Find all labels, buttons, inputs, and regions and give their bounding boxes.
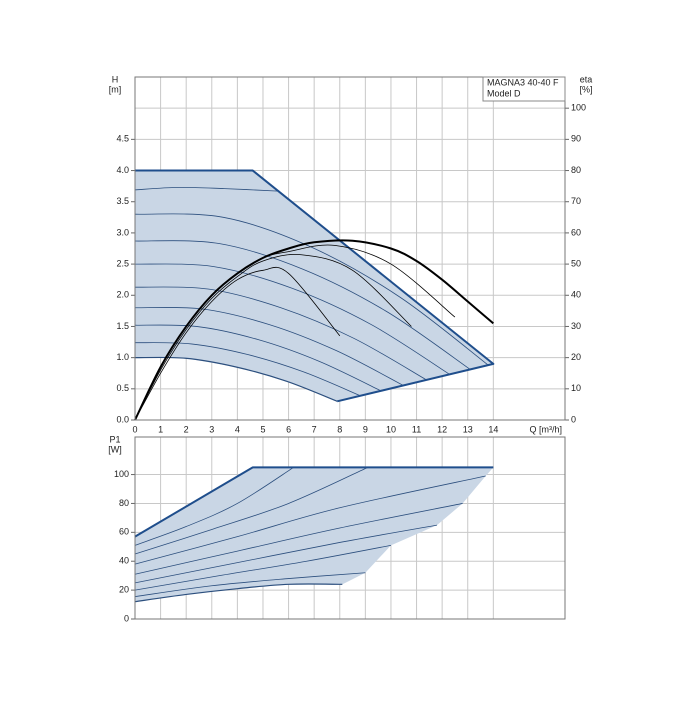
y2-tick-label: 0 [571,414,576,424]
y-tick-label: 1.5 [116,321,129,331]
x-tick-label: 9 [363,424,368,434]
y-axis-label: P1 [109,434,120,444]
y2-axis-label: eta [580,74,593,84]
x-tick-label: 6 [286,424,291,434]
x-tick-label: 2 [184,424,189,434]
y2-tick-label: 10 [571,383,581,393]
curve [134,324,381,392]
curve [134,524,438,584]
y-tick-label: 3.5 [116,196,129,206]
x-tick-label: 8 [337,424,342,434]
x-tick-label: 4 [235,424,240,434]
y-tick-label: 3.0 [116,227,129,237]
curve [134,186,279,192]
x-tick-label: 0 [132,424,137,434]
y-tick-label: 60 [119,527,129,537]
curve [134,286,427,381]
y2-tick-label: 40 [571,290,581,300]
area [135,467,494,602]
x-tick-label: 10 [386,424,396,434]
curve [134,572,366,598]
y-tick-label: 2.5 [116,258,129,268]
chart-title: MAGNA3 40-40 F [487,77,559,87]
y-tick-label: 0 [124,613,129,623]
curve [134,356,338,402]
efficiency-curve [134,266,341,421]
y-tick-label: 100 [114,469,129,479]
y-tick-label: 4.5 [116,134,129,144]
y-axis-unit: [m] [109,84,122,94]
area [135,170,494,402]
x-tick-label: 3 [209,424,214,434]
curve [134,466,369,555]
chart-subtitle: Model D [487,88,521,98]
x-tick-label: 11 [412,424,421,434]
curve [134,503,463,575]
x-tick-label: 7 [312,424,317,434]
y-tick-label: 1.0 [116,352,129,362]
y-axis-unit: [W] [108,444,122,454]
y2-tick-label: 60 [571,227,581,237]
y-tick-label: 20 [119,584,129,594]
curve [134,306,404,387]
title-box [482,76,566,102]
y2-tick-label: 30 [571,321,581,331]
x-tick-label: 5 [260,424,265,434]
y2-tick-label: 90 [571,134,581,144]
curve [134,466,494,538]
x-tick-label: 14 [488,424,498,434]
y-tick-label: 2.0 [116,290,129,300]
plot-frame [134,76,566,421]
x-axis-label: Q [m³/h] [529,424,562,434]
plot-frame [134,436,566,620]
x-tick-label: 12 [437,424,447,434]
x-tick-label: 1 [158,424,163,434]
curve [134,466,294,546]
y-tick-label: 40 [119,556,129,566]
y-tick-label: 0.5 [116,383,129,393]
curve [134,263,451,375]
curve [134,342,361,397]
curve [135,169,495,403]
x-tick-label: 13 [463,424,473,434]
curve [134,240,471,370]
curve [134,475,486,565]
y2-axis-unit: [%] [579,84,592,94]
curve [134,544,392,591]
curve [134,213,489,366]
y2-tick-label: 20 [571,352,581,362]
y2-tick-label: 80 [571,165,581,175]
y-tick-label: 80 [119,498,129,508]
y-tick-label: 0.0 [116,414,129,424]
y-tick-label: 4.0 [116,165,129,175]
curve [134,583,343,603]
y2-tick-label: 70 [571,196,581,206]
y-axis-label: H [112,74,119,84]
y2-tick-label: 100 [571,103,586,113]
y2-tick-label: 50 [571,258,581,268]
efficiency-curve [134,239,494,421]
efficiency-curve [134,254,412,421]
